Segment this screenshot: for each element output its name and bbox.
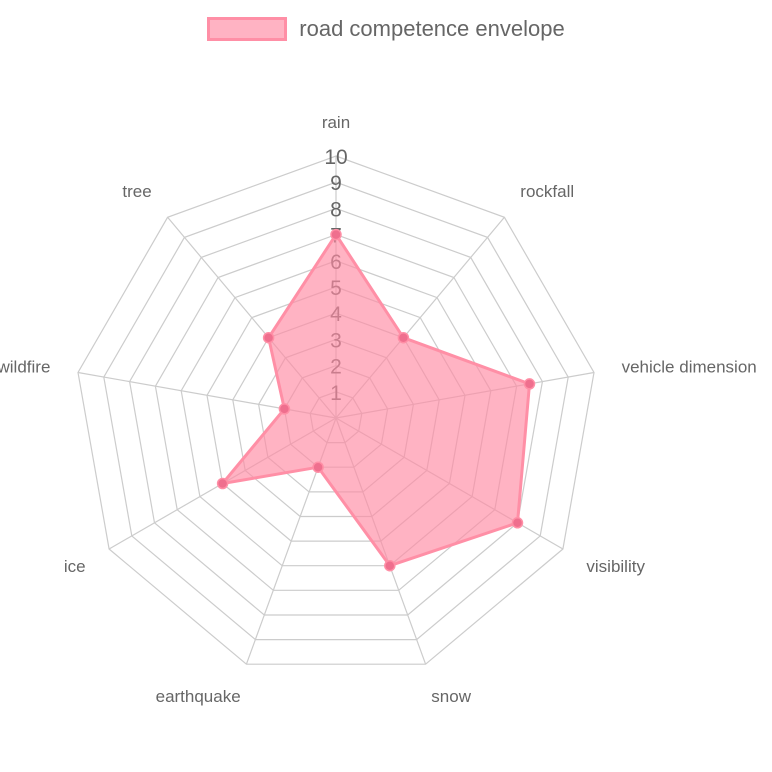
data-point-visibility[interactable]	[511, 517, 524, 529]
grid-ring-8	[128, 207, 544, 616]
tick-label: 9	[330, 172, 342, 195]
axis-label-snow: snow	[431, 687, 471, 706]
legend-label: road competence envelope	[299, 16, 565, 41]
axis-label-rain: rain	[322, 113, 350, 132]
legend[interactable]: road competence envelope	[0, 16, 772, 42]
grid-ring-9	[103, 181, 569, 641]
data-point-tree[interactable]	[262, 331, 275, 344]
axis-label-visibility: visibility	[586, 557, 645, 576]
data-point-ice[interactable]	[216, 477, 229, 490]
tick-label: 8	[330, 198, 342, 221]
axis-label-ice: ice	[64, 557, 86, 576]
data-point-wildfire[interactable]	[278, 403, 291, 415]
radar-grid	[77, 155, 595, 665]
series-area	[221, 233, 531, 568]
data-point-rain[interactable]	[330, 228, 342, 241]
grid-ring-6	[180, 260, 492, 567]
data-point-rockfall[interactable]	[397, 331, 410, 344]
axis-label-vehicle-dimension: vehicle dimension	[622, 358, 757, 377]
data-point-earthquake[interactable]	[312, 461, 324, 473]
axis-label-rockfall: rockfall	[520, 182, 574, 201]
axis-label-tree: tree	[122, 182, 151, 201]
axis-labels: rain rockfall vehicle dimension visibility s…	[0, 113, 757, 706]
series-envelope	[216, 228, 536, 572]
data-point-vehicle-dimension[interactable]	[523, 378, 536, 390]
axis-label-wildfire: wildfire	[0, 358, 50, 377]
data-point-snow[interactable]	[384, 559, 396, 572]
axis-label-earthquake: earthquake	[156, 687, 241, 706]
grid-ring-7	[154, 233, 518, 591]
grid-ring-10	[77, 155, 595, 665]
tick-label: 10	[324, 146, 347, 169]
legend-swatch	[207, 17, 288, 41]
